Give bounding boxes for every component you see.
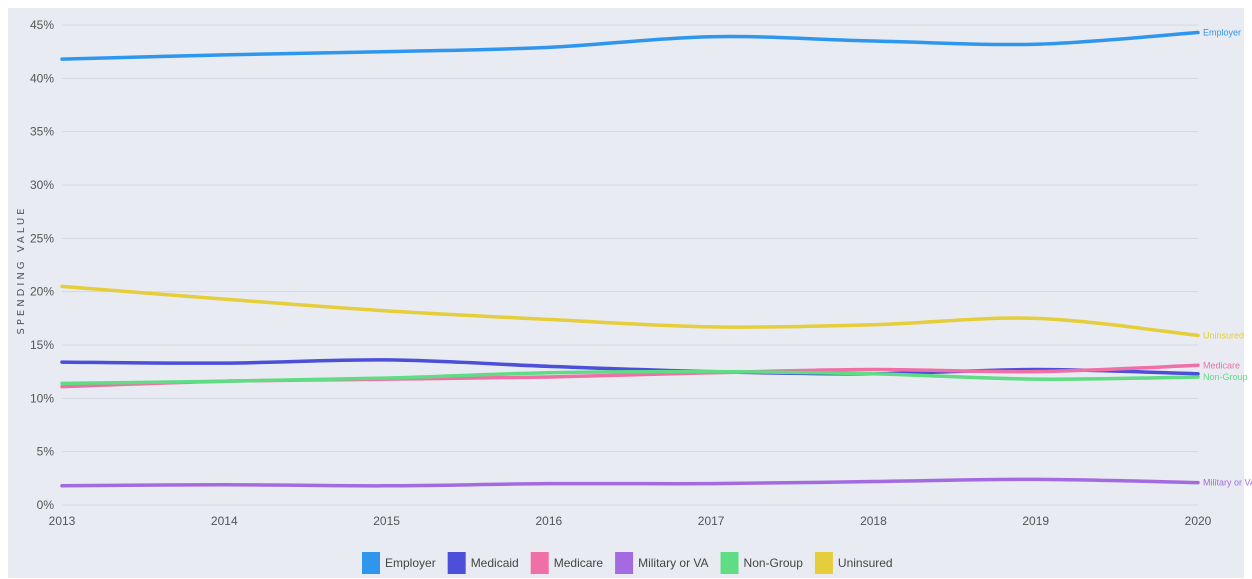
- legend-swatch: [447, 552, 466, 574]
- y-tick-label: 10%: [30, 391, 54, 405]
- legend-swatch: [362, 552, 380, 574]
- legend-label: Non-Group: [744, 556, 804, 570]
- y-tick-label: 40%: [30, 71, 54, 85]
- series-line-uninsured: [60, 284, 1200, 338]
- legend-label: Military or VA: [638, 556, 708, 570]
- end-label-employer: Employer: [1203, 27, 1241, 37]
- y-tick-label: 20%: [30, 285, 54, 299]
- legend: Employer Medicaid Medicare Military or VA No…: [362, 552, 893, 574]
- grid-lines: [62, 24, 1198, 506]
- x-tick-label: 2014: [211, 514, 238, 528]
- end-label-medicare: Medicare: [1203, 360, 1240, 370]
- y-tick-label: 30%: [30, 178, 54, 192]
- series-end-labels: Employer Medicare Military or VA Non-Group U…: [1203, 27, 1252, 487]
- y-tick-label: 45%: [30, 18, 54, 32]
- x-tick-label: 2016: [536, 514, 563, 528]
- legend-swatch: [615, 552, 634, 574]
- y-tick-label: 35%: [30, 125, 54, 139]
- x-tick-label: 2019: [1022, 514, 1049, 528]
- x-tick-label: 2018: [860, 514, 887, 528]
- series-line-employer: [60, 30, 1200, 61]
- x-tick-label: 2015: [373, 514, 400, 528]
- y-tick-label: 15%: [30, 338, 54, 352]
- x-tick-label: 2013: [49, 514, 76, 528]
- x-axis-ticks: 2013 2014 2015 2016 2017 2018 2019 2020: [49, 514, 1212, 528]
- y-tick-label: 0%: [37, 498, 55, 512]
- y-tick-label: 5%: [37, 445, 55, 459]
- legend-item-military-or-va[interactable]: Military or VA: [615, 552, 709, 574]
- legend-item-non-group[interactable]: Non-Group: [720, 552, 804, 574]
- end-label-non-group: Non-Group: [1203, 372, 1248, 382]
- legend-item-employer[interactable]: Employer: [362, 552, 436, 574]
- plot-area: [8, 8, 1244, 578]
- legend-swatch: [720, 552, 739, 574]
- x-tick-label: 2020: [1185, 514, 1212, 528]
- end-label-military-or-va: Military or VA: [1203, 478, 1252, 488]
- series-line-non-group: [60, 369, 1200, 386]
- legend-item-uninsured[interactable]: Uninsured: [814, 552, 893, 574]
- legend-label: Uninsured: [838, 556, 893, 570]
- legend-label: Employer: [385, 556, 436, 570]
- y-axis-title: SPENDING VALUE: [16, 206, 27, 335]
- x-tick-label: 2017: [698, 514, 725, 528]
- legend-item-medicaid[interactable]: Medicaid: [447, 552, 519, 574]
- legend-item-medicare[interactable]: Medicare: [530, 552, 604, 574]
- series-line-military-or-va: [60, 477, 1200, 488]
- legend-label: Medicare: [554, 556, 604, 570]
- y-axis-ticks: 0% 5% 10% 15% 20% 25% 30% 35% 40% 45%: [30, 18, 54, 512]
- series-line-medicaid: [60, 358, 1200, 376]
- y-tick-label: 25%: [30, 231, 54, 245]
- legend-swatch: [814, 552, 833, 574]
- legend-swatch: [530, 552, 549, 574]
- end-label-uninsured: Uninsured: [1203, 330, 1244, 340]
- series-lines: [60, 30, 1200, 488]
- legend-label: Medicaid: [471, 556, 519, 570]
